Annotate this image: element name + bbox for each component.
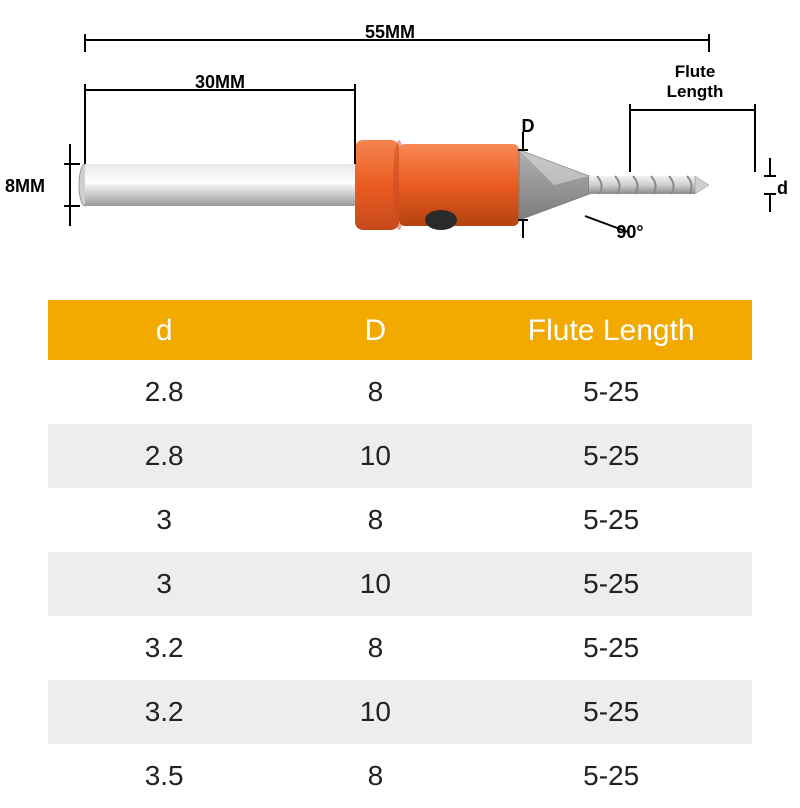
col-fl: Flute Length [470, 300, 752, 360]
label-angle: 90° [600, 222, 660, 243]
table-row: 3.285-25 [48, 616, 752, 680]
drill-bit-diagram: 55MM 30MM 8MM D d 90° Flute Length [0, 0, 800, 290]
label-countersink-dia: D [513, 116, 543, 137]
table-header-row: d D Flute Length [48, 300, 752, 360]
label-drill-dia: d [770, 178, 795, 199]
label-shaft-length: 30MM [175, 72, 265, 93]
label-shank-dia: 8MM [5, 176, 65, 197]
table-row: 2.8105-25 [48, 424, 752, 488]
table-row: 2.885-25 [48, 360, 752, 424]
spec-table: d D Flute Length 2.885-252.8105-25385-25… [48, 300, 752, 808]
label-flute-length: Flute Length [645, 62, 745, 101]
table-row: 3105-25 [48, 552, 752, 616]
table-row: 3.2105-25 [48, 680, 752, 744]
label-overall-length: 55MM [340, 22, 440, 43]
drill-bit-svg [0, 0, 800, 290]
table-row: 3.585-25 [48, 744, 752, 808]
col-d: d [48, 300, 280, 360]
table-row: 385-25 [48, 488, 752, 552]
col-D: D [280, 300, 470, 360]
